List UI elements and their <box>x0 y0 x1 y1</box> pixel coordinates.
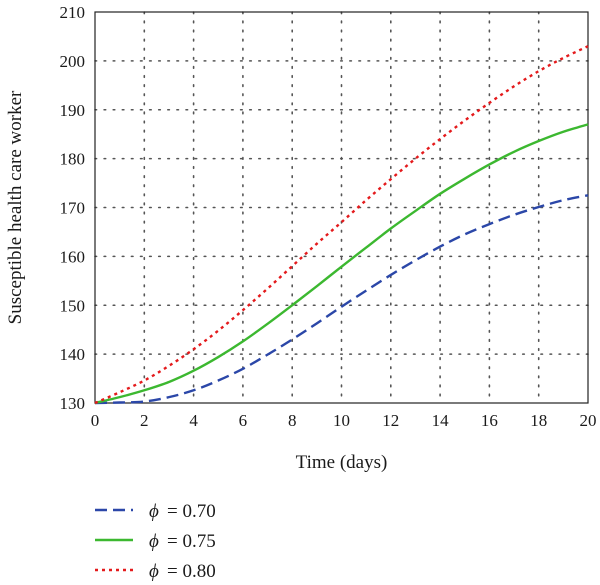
y-tick-label: 140 <box>60 345 86 364</box>
legend-symbol-2: ϕ <box>149 561 159 582</box>
x-axis-ticks: 0 2 4 6 8 10 12 14 16 18 20 <box>91 411 597 430</box>
y-tick-label: 200 <box>60 52 86 71</box>
y-tick-label: 150 <box>60 296 86 315</box>
x-tick-label: 10 <box>333 411 350 430</box>
x-tick-label: 0 <box>91 411 100 430</box>
legend: ϕ = 0.70 ϕ = 0.75 ϕ = 0.80 <box>95 501 216 582</box>
x-tick-label: 14 <box>432 411 450 430</box>
x-tick-label: 4 <box>189 411 198 430</box>
x-tick-label: 8 <box>288 411 297 430</box>
y-tick-label: 180 <box>60 150 86 169</box>
y-axis-ticks: 130 140 150 160 170 180 190 200 210 <box>60 3 86 413</box>
x-tick-label: 18 <box>530 411 547 430</box>
x-tick-label: 2 <box>140 411 149 430</box>
x-tick-label: 16 <box>481 411 498 430</box>
y-tick-label: 170 <box>60 199 86 218</box>
series-line-2 <box>94 45 589 405</box>
y-tick-label: 210 <box>60 3 86 22</box>
y-axis-label: Susceptible health care worker <box>5 90 26 324</box>
grid <box>94 11 589 404</box>
legend-label-0: = 0.70 <box>167 501 216 522</box>
legend-label-2: = 0.80 <box>167 561 216 582</box>
x-tick-label: 12 <box>382 411 399 430</box>
y-tick-label: 130 <box>60 394 86 413</box>
y-tick-label: 160 <box>60 247 86 266</box>
series-line-0 <box>94 194 589 405</box>
series-line-1 <box>94 123 589 405</box>
x-tick-label: 6 <box>239 411 248 430</box>
legend-label-1: = 0.75 <box>167 531 216 552</box>
series-layer <box>94 45 589 405</box>
y-tick-label: 190 <box>60 101 86 120</box>
plot-frame <box>94 11 589 404</box>
legend-symbol-1: ϕ <box>149 531 159 552</box>
x-axis-label: Time (days) <box>296 452 388 473</box>
x-tick-label: 20 <box>580 411 597 430</box>
legend-symbol-0: ϕ <box>149 501 159 522</box>
